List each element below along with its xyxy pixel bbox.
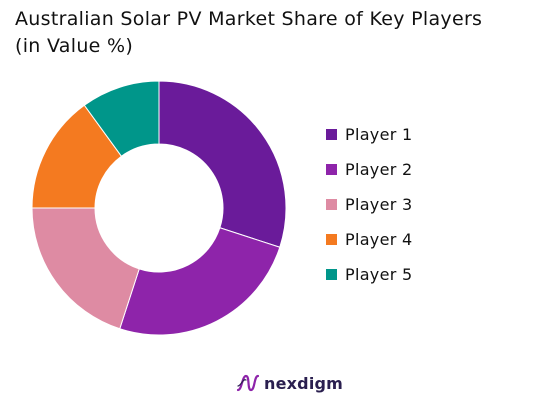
donut-slice-player-3 bbox=[31, 207, 140, 330]
chart-legend: Player 1 Player 2 Player 3 Player 4 Play… bbox=[326, 117, 412, 292]
legend-swatch-player-1 bbox=[326, 129, 337, 140]
legend-swatch-player-3 bbox=[326, 199, 337, 210]
brand-logo: nexdigm bbox=[236, 372, 343, 394]
donut-slice-player-1 bbox=[158, 80, 287, 248]
legend-label-player-1: Player 1 bbox=[345, 125, 413, 144]
nexdigm-wave-logo-icon bbox=[236, 374, 260, 392]
legend-swatch-player-2 bbox=[326, 164, 337, 175]
legend-item-player-2: Player 2 bbox=[326, 152, 412, 187]
donut-slice-player-5 bbox=[83, 80, 160, 157]
legend-item-player-1: Player 1 bbox=[326, 117, 412, 152]
chart-title: Australian Solar PV Market Share of Key … bbox=[15, 6, 530, 60]
chart-title-line-2: (in Value %) bbox=[15, 35, 134, 57]
legend-swatch-player-5 bbox=[326, 269, 337, 280]
brand-name: nexdigm bbox=[264, 373, 344, 393]
legend-item-player-3: Player 3 bbox=[326, 187, 412, 222]
donut-slice-player-2 bbox=[119, 227, 281, 336]
legend-label-player-5: Player 5 bbox=[345, 265, 413, 284]
legend-swatch-player-4 bbox=[326, 234, 337, 245]
legend-item-player-5: Player 5 bbox=[326, 257, 412, 292]
legend-label-player-3: Player 3 bbox=[345, 195, 413, 214]
legend-label-player-2: Player 2 bbox=[345, 160, 413, 179]
chart-title-line-1: Australian Solar PV Market Share of Key … bbox=[15, 8, 483, 30]
legend-item-player-4: Player 4 bbox=[326, 222, 412, 257]
legend-label-player-4: Player 4 bbox=[345, 230, 413, 249]
